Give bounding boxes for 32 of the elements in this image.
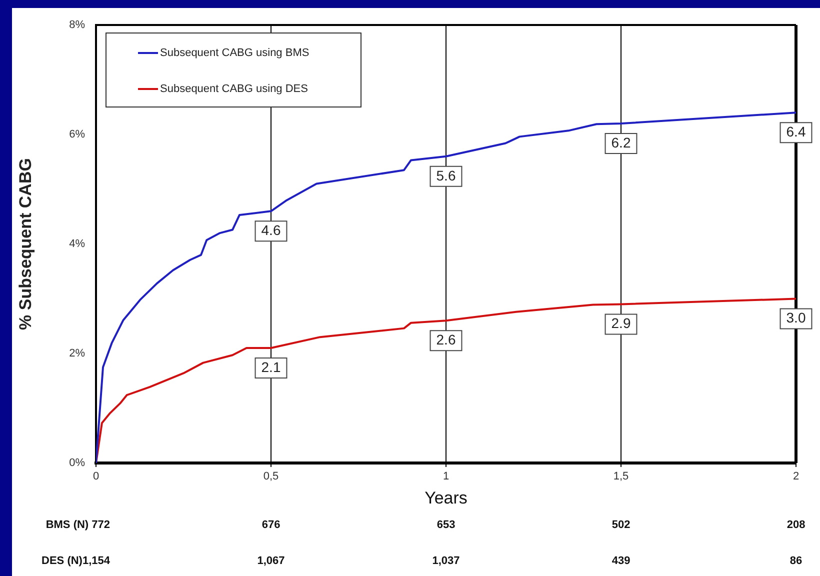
legend-label: Subsequent CABG using BMS [160, 47, 310, 60]
text: 1,037 [432, 555, 460, 568]
y-tick-label: 4% [69, 238, 86, 250]
y-tick-label: 6% [69, 128, 86, 141]
text: 208 [786, 519, 806, 532]
y-tick-label: 8% [69, 19, 86, 32]
x-tick-label: 2 [792, 470, 800, 483]
text: 439 [612, 555, 630, 568]
text: 676 [262, 519, 280, 532]
x-tick-label: 1,5 [613, 470, 629, 483]
text: 86 [790, 555, 802, 568]
x-tick-label: 1 [442, 470, 450, 483]
text: DES (N)1,154 [42, 555, 111, 568]
x-tick-label: 0,5 [263, 470, 279, 483]
data-label: 2.9 [611, 315, 631, 332]
data-label: 3.0 [786, 310, 806, 326]
text: 653 [436, 519, 456, 532]
text: 1,067 [257, 555, 285, 568]
y-tick-label: 2% [69, 348, 86, 360]
x-axis-title: Years [424, 488, 468, 508]
data-label: 6.4 [786, 123, 806, 140]
y-tick-label: 0% [69, 457, 86, 470]
y-axis-title: % Subsequent CABG [16, 158, 35, 330]
x-tick-label: 0 [92, 470, 100, 483]
text: 502 [612, 519, 630, 532]
legend-label: Subsequent CABG using DES [160, 83, 308, 96]
data-label: 6.2 [611, 134, 631, 150]
data-label: 5.6 [436, 167, 456, 184]
data-label: 2.1 [261, 358, 281, 375]
text: BMS (N) 772 [46, 519, 110, 532]
data-label: 2.6 [436, 332, 456, 348]
data-label: 4.6 [261, 222, 281, 238]
